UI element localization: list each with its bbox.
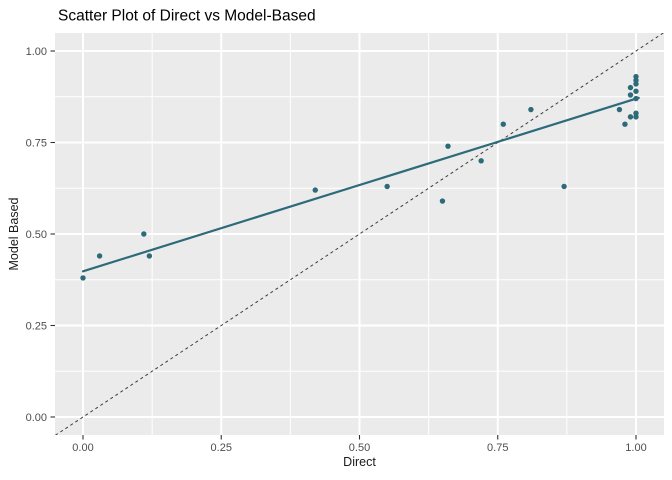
y-tick-label: 1.00 [26, 46, 47, 58]
scatter-points [80, 73, 639, 281]
scatter-point [633, 88, 639, 94]
scatter-point [439, 198, 446, 204]
scatter-point [96, 253, 103, 259]
x-axis-title: Direct [343, 455, 376, 469]
scatter-point [445, 143, 451, 149]
y-tick-label: 0.75 [26, 137, 47, 149]
y-tick-label: 0.50 [26, 229, 47, 241]
scatter-point [633, 95, 639, 102]
scatter-point [500, 121, 506, 127]
y-tick-label: 0.25 [26, 320, 47, 332]
scatter-point [141, 231, 147, 237]
scatter-point [528, 106, 534, 113]
y-tick-label: 0.00 [26, 412, 47, 424]
scatter-point [312, 187, 318, 193]
y-axis-ticks [50, 50, 55, 418]
scatter-point [622, 121, 628, 127]
y-axis-title: Model Based [7, 197, 21, 270]
scatter-point [478, 158, 484, 164]
identity-reference-line-group [55, 33, 664, 435]
scatter-point [633, 110, 639, 116]
scatter-point [146, 253, 153, 259]
y-axis-tick-labels: 0.00 0.25 0.50 0.75 1.00 [26, 46, 47, 424]
scatter-point [627, 84, 634, 91]
x-axis-tick-labels: 0.00 0.25 0.50 0.75 1.00 [72, 442, 646, 454]
scatter-point [384, 183, 390, 190]
scatter-point [80, 275, 86, 281]
scatter-point [616, 106, 623, 113]
regression-line-group [81, 96, 640, 273]
x-tick-label: 0.75 [487, 442, 508, 454]
scatter-point [561, 183, 567, 190]
scatter-point [627, 92, 634, 98]
regression-line [81, 96, 640, 273]
scatter-point [627, 114, 634, 120]
x-tick-label: 0.50 [349, 442, 370, 454]
identity-reference-line [55, 33, 664, 435]
x-axis-ticks [82, 435, 637, 440]
gridlines-major [55, 33, 664, 435]
plot-title: Scatter Plot of Direct vs Model-Based [58, 8, 316, 25]
x-tick-label: 1.00 [625, 442, 646, 454]
x-tick-label: 0.00 [72, 442, 93, 454]
x-tick-label: 0.25 [211, 442, 232, 454]
scatter-point [633, 73, 639, 80]
